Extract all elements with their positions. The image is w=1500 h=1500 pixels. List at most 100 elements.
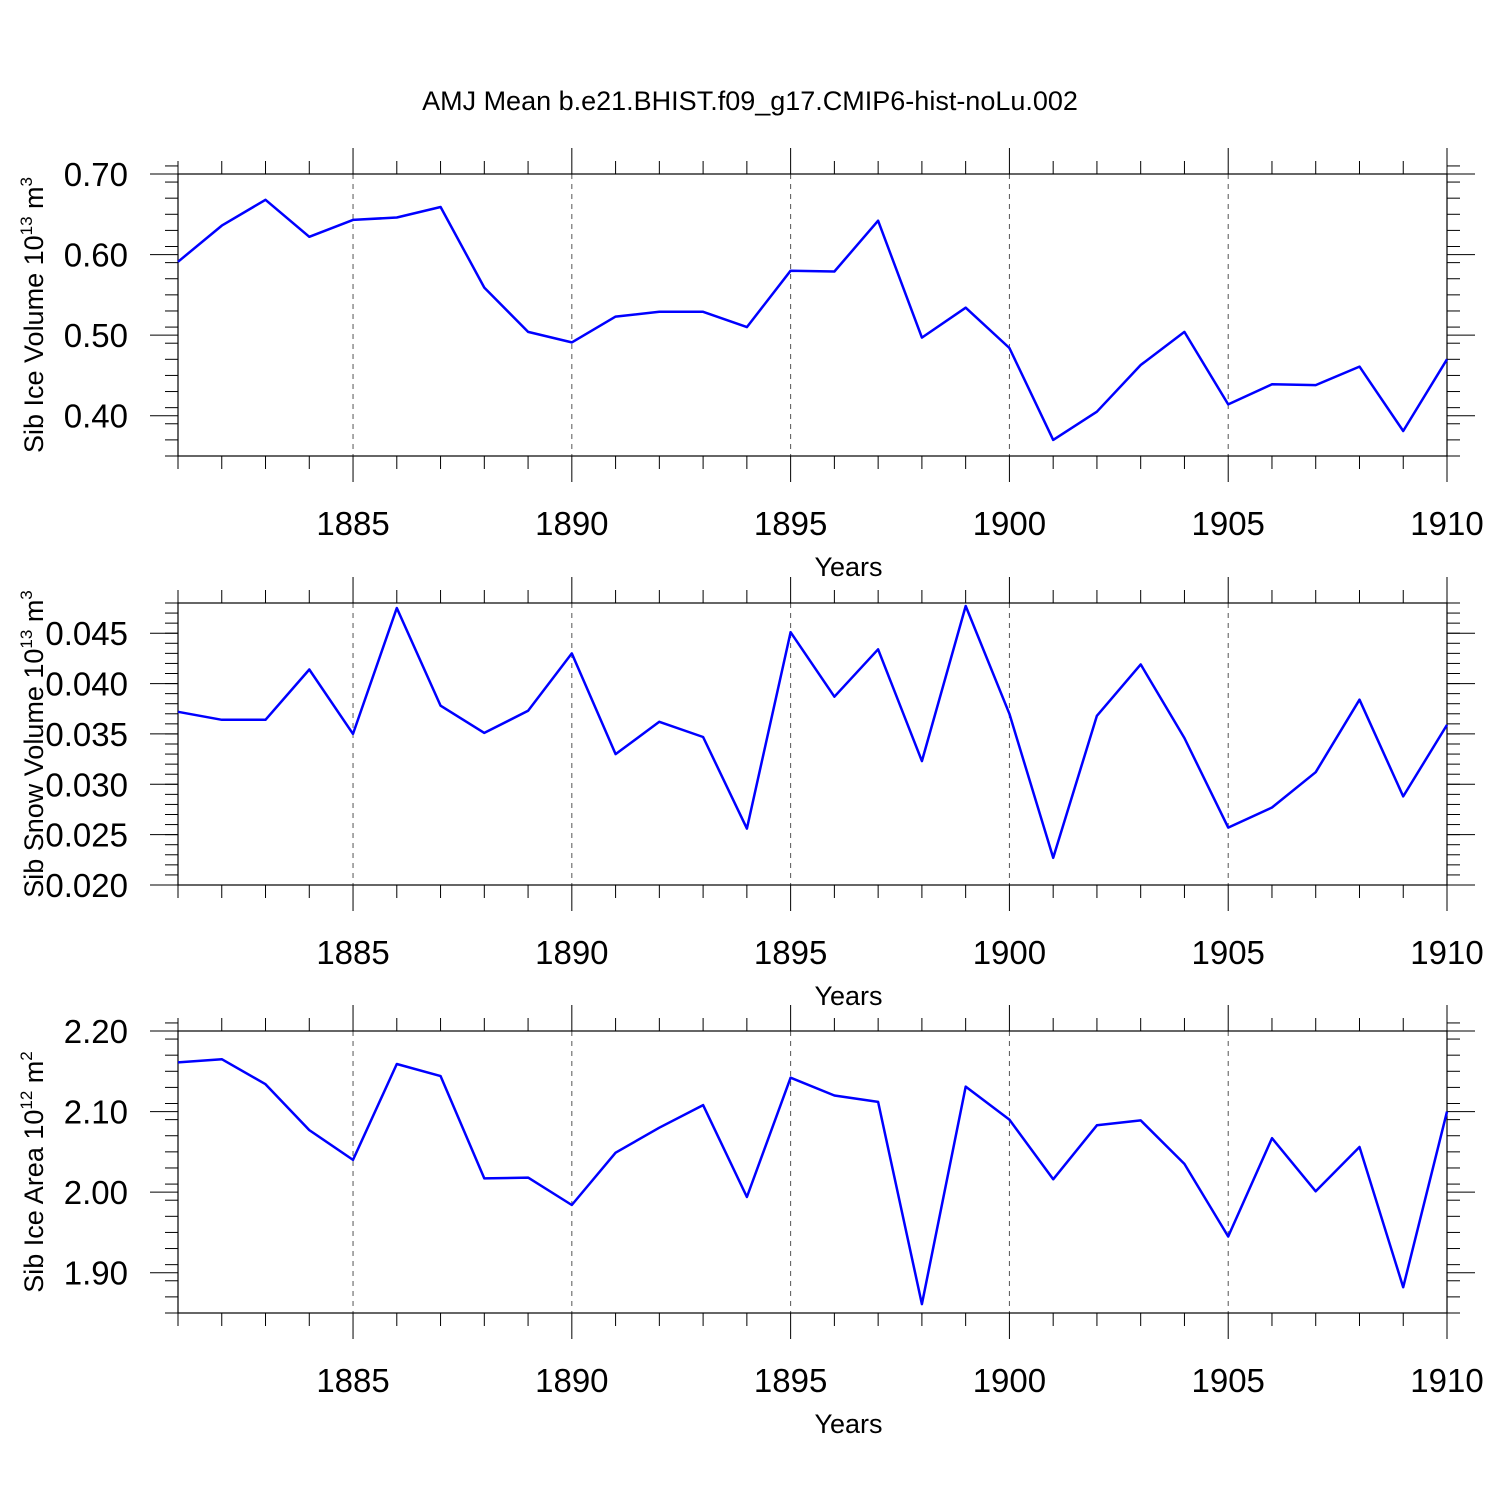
x-axis-title: Years	[814, 1409, 882, 1439]
y-axis-title-superscript: 12	[17, 1091, 36, 1110]
x-axis-title: Years	[814, 552, 882, 582]
plot-frame	[177, 173, 1448, 457]
data-point	[1314, 770, 1318, 774]
y-axis-title-part: Sib Ice Volume 10	[19, 235, 49, 453]
x-tick-label: 1890	[535, 505, 608, 542]
data-point	[1182, 736, 1186, 740]
data-point	[570, 340, 574, 344]
x-tick-label: 1905	[1191, 1362, 1264, 1399]
x-tick-label: 1890	[535, 934, 608, 971]
data-point	[1226, 826, 1230, 830]
data-point	[614, 752, 618, 756]
data-point	[1139, 363, 1143, 367]
y-tick-label: 0.035	[45, 716, 128, 753]
data-point	[964, 604, 968, 608]
chart-title: AMJ Mean b.e21.BHIST.f09_g17.CMIP6-hist-…	[422, 86, 1078, 116]
data-point	[920, 1302, 924, 1306]
x-tick-label: 1900	[973, 1362, 1046, 1399]
y-tick-label: 0.030	[45, 766, 128, 803]
data-point	[526, 709, 530, 713]
data-point	[351, 732, 355, 736]
y-axis-title-part: m	[19, 600, 49, 630]
data-point	[264, 1082, 268, 1086]
data-point	[1270, 1136, 1274, 1140]
data-point	[1357, 1145, 1361, 1149]
data-point	[1401, 429, 1405, 433]
y-tick-label: 1.90	[64, 1255, 128, 1292]
data-point	[1182, 330, 1186, 334]
series-line	[177, 1057, 1449, 1306]
series-line	[177, 604, 1449, 860]
y-axis-title: Sib Ice Area 1012 m2	[17, 1051, 49, 1293]
data-point	[1357, 698, 1361, 702]
data-point	[264, 198, 268, 202]
data-point	[264, 718, 268, 722]
data-point	[657, 720, 661, 724]
data-point	[1445, 1110, 1449, 1114]
data-point	[1182, 1162, 1186, 1166]
data-point	[1007, 346, 1011, 350]
data-point	[789, 1076, 793, 1080]
data-point	[1401, 794, 1405, 798]
y-tick-label: 0.020	[45, 867, 128, 904]
panel-2: 0.045 0.040 0.035 0.030 0.025 0.020 1885 1890 18…	[17, 577, 1484, 1011]
data-point	[1314, 1189, 1318, 1193]
data-point	[789, 630, 793, 634]
x-tick-label: 1910	[1410, 1362, 1483, 1399]
x-axis-title: Years	[814, 981, 882, 1011]
data-point	[307, 1128, 311, 1132]
data-point	[920, 759, 924, 763]
data-point	[1095, 714, 1099, 718]
x-tick-label: 1890	[535, 1362, 608, 1399]
data-point	[1007, 712, 1011, 716]
data-point	[1401, 1285, 1405, 1289]
y-tick-label: 0.040	[45, 666, 128, 703]
y-tick-label: 0.70	[64, 156, 128, 193]
y-axis-title-superscript: 13	[17, 630, 36, 649]
data-point	[307, 667, 311, 671]
y-axis-title-part: Sib Ice Area 10	[19, 1110, 49, 1293]
data-point	[1095, 410, 1099, 414]
data-point	[832, 269, 836, 273]
data-point	[789, 269, 793, 273]
data-point	[1139, 1118, 1143, 1122]
data-point	[745, 827, 749, 831]
y-tick-label: 0.40	[64, 398, 128, 435]
data-point	[1051, 856, 1055, 860]
data-point	[220, 718, 224, 722]
x-tick-label: 1885	[316, 1362, 389, 1399]
data-point	[1007, 1118, 1011, 1122]
x-tick-label: 1895	[754, 505, 827, 542]
y-axis-title-superscript: 13	[17, 216, 36, 235]
data-point	[307, 235, 311, 239]
data-point	[701, 1103, 705, 1107]
data-point	[614, 1151, 618, 1155]
x-tick-label: 1895	[754, 934, 827, 971]
data-point	[395, 606, 399, 610]
y-axis-title-part: m	[19, 186, 49, 216]
y-tick-label: 0.60	[64, 237, 128, 274]
data-point	[832, 695, 836, 699]
data-point	[1051, 1177, 1055, 1181]
data-point	[1139, 662, 1143, 666]
data-point	[657, 310, 661, 314]
y-axis-title: Sib Ice Volume 1013 m3	[17, 177, 49, 453]
data-point	[1051, 438, 1055, 442]
x-tick-label: 1885	[316, 505, 389, 542]
data-point	[482, 1176, 486, 1180]
data-point	[439, 205, 443, 209]
x-tick-label: 1885	[316, 934, 389, 971]
y-axis-title: Sib Snow Volume 1013 m3	[17, 590, 49, 898]
data-point	[876, 647, 880, 651]
y-tick-label: 0.025	[45, 817, 128, 854]
data-point	[964, 1085, 968, 1089]
x-tick-label: 1910	[1410, 934, 1483, 971]
plot-frame	[177, 1030, 1448, 1314]
x-tick-label: 1900	[973, 934, 1046, 971]
data-point	[1445, 357, 1449, 361]
data-point	[570, 1203, 574, 1207]
panel-1: 0.70 0.60 0.50 0.40 1885 1890 1895 1900 1905 1910…	[17, 148, 1484, 582]
data-point	[832, 1093, 836, 1097]
y-axis-title-part: m	[19, 1061, 49, 1091]
data-point	[526, 330, 530, 334]
